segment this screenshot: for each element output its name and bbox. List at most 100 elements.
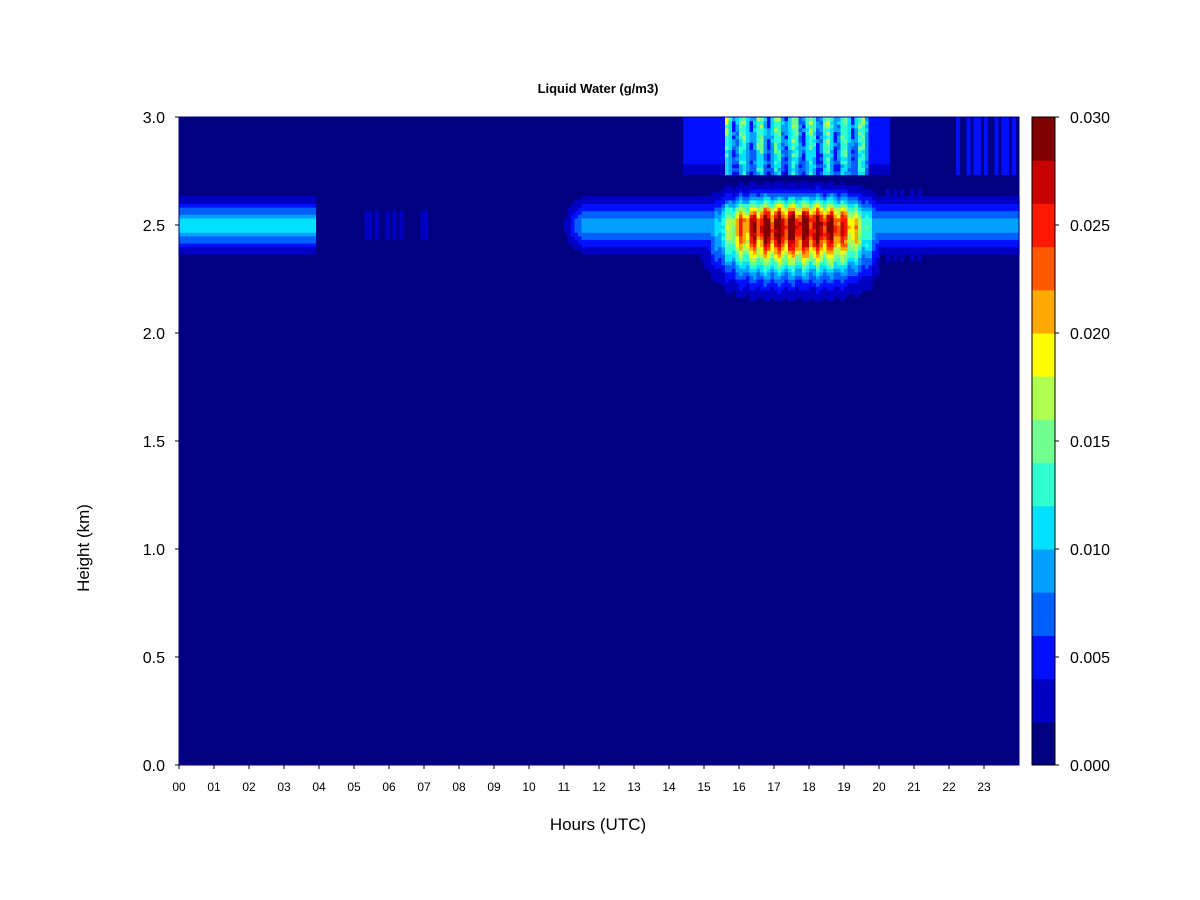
heatmap-cell — [875, 153, 880, 158]
heatmap-cell — [886, 221, 891, 226]
heatmap-cell — [648, 207, 653, 212]
heatmap-cell — [756, 210, 761, 215]
heatmap-cell — [704, 217, 709, 222]
heatmap-cell — [690, 124, 695, 129]
heatmap-cell — [963, 214, 968, 219]
heatmap-cell — [910, 207, 915, 212]
heatmap-cell — [781, 286, 786, 291]
heatmap-cell — [742, 253, 747, 258]
heatmap-cell — [879, 221, 884, 226]
heatmap-cell — [798, 275, 803, 280]
heatmap-cell — [812, 189, 817, 194]
heatmap-cell — [690, 196, 695, 201]
heatmap-cell — [725, 239, 730, 244]
heatmap-cell — [623, 196, 628, 201]
heatmap-cell — [823, 135, 828, 140]
heatmap-cell — [816, 286, 821, 291]
heatmap-cell — [833, 207, 838, 212]
heatmap-cell — [252, 214, 257, 219]
heatmap-cell — [802, 149, 807, 154]
heatmap-cell — [721, 243, 726, 248]
heatmap-cell — [697, 163, 702, 168]
heatmap-cell — [700, 207, 705, 212]
heatmap-cell — [746, 239, 751, 244]
heatmap-cell — [592, 221, 597, 226]
heatmap-cell — [725, 185, 730, 190]
heatmap-cell — [980, 239, 985, 244]
heatmap-cell — [746, 286, 751, 291]
heatmap-cell — [312, 246, 317, 251]
heatmap-cell — [665, 217, 670, 222]
heatmap-cell — [1001, 149, 1006, 154]
heatmap-cell — [756, 156, 761, 161]
heatmap-cell — [910, 225, 915, 230]
heatmap-cell — [753, 142, 758, 147]
heatmap-cell — [854, 243, 859, 248]
heatmap-cell — [658, 217, 663, 222]
heatmap-cell — [700, 163, 705, 168]
heatmap-cell — [735, 221, 740, 226]
heatmap-cell — [816, 239, 821, 244]
heatmap-cell — [844, 279, 849, 284]
heatmap-cell — [826, 282, 831, 287]
heatmap-cell — [917, 189, 922, 194]
heatmap-cell — [616, 225, 621, 230]
heatmap-cell — [725, 225, 730, 230]
heatmap-cell — [627, 225, 632, 230]
heatmap-cell — [837, 117, 842, 122]
heatmap-cell — [777, 185, 782, 190]
heatmap-cell — [637, 221, 642, 226]
heatmap-cell — [616, 217, 621, 222]
heatmap-cell — [252, 210, 257, 215]
heatmap-cell — [749, 117, 754, 122]
heatmap-cell — [935, 250, 940, 255]
heatmap-cell — [616, 250, 621, 255]
heatmap-cell — [1012, 156, 1017, 161]
heatmap-cell — [749, 192, 754, 197]
heatmap-cell — [1001, 210, 1006, 215]
heatmap-cell — [294, 207, 299, 212]
heatmap-cell — [823, 286, 828, 291]
heatmap-cell — [714, 171, 719, 176]
heatmap-cell — [914, 228, 919, 233]
heatmap-cell — [728, 207, 733, 212]
heatmap-cell — [774, 138, 779, 143]
heatmap-cell — [798, 171, 803, 176]
heatmap-cell — [872, 253, 877, 258]
heatmap-cell — [753, 163, 758, 168]
heatmap-cell — [756, 261, 761, 266]
heatmap-cell — [287, 199, 292, 204]
heatmap-cell — [826, 257, 831, 262]
heatmap-cell — [651, 239, 656, 244]
heatmap-cell — [756, 171, 761, 176]
heatmap-cell — [854, 163, 859, 168]
heatmap-cell — [627, 210, 632, 215]
heatmap-cell — [756, 142, 761, 147]
heatmap-cell — [287, 228, 292, 233]
heatmap-cell — [798, 181, 803, 186]
heatmap-cell — [312, 210, 317, 215]
heatmap-cell — [735, 117, 740, 122]
heatmap-cell — [875, 163, 880, 168]
heatmap-cell — [683, 138, 688, 143]
heatmap-cell — [802, 160, 807, 165]
heatmap-cell — [998, 232, 1003, 237]
heatmap-cell — [952, 246, 957, 251]
heatmap-cell — [424, 225, 429, 230]
heatmap-cell — [1001, 207, 1006, 212]
heatmap-cell — [746, 124, 751, 129]
heatmap-cell — [189, 228, 194, 233]
heatmap-cell — [966, 196, 971, 201]
heatmap-cell — [798, 167, 803, 172]
heatmap-cell — [725, 257, 730, 262]
heatmap-cell — [700, 135, 705, 140]
heatmap-cell — [826, 196, 831, 201]
heatmap-cell — [774, 117, 779, 122]
heatmap-cell — [984, 207, 989, 212]
heatmap-cell — [725, 163, 730, 168]
heatmap-cell — [865, 282, 870, 287]
heatmap-cell — [634, 214, 639, 219]
heatmap-cell — [805, 142, 810, 147]
heatmap-cell — [784, 239, 789, 244]
heatmap-cell — [217, 199, 222, 204]
